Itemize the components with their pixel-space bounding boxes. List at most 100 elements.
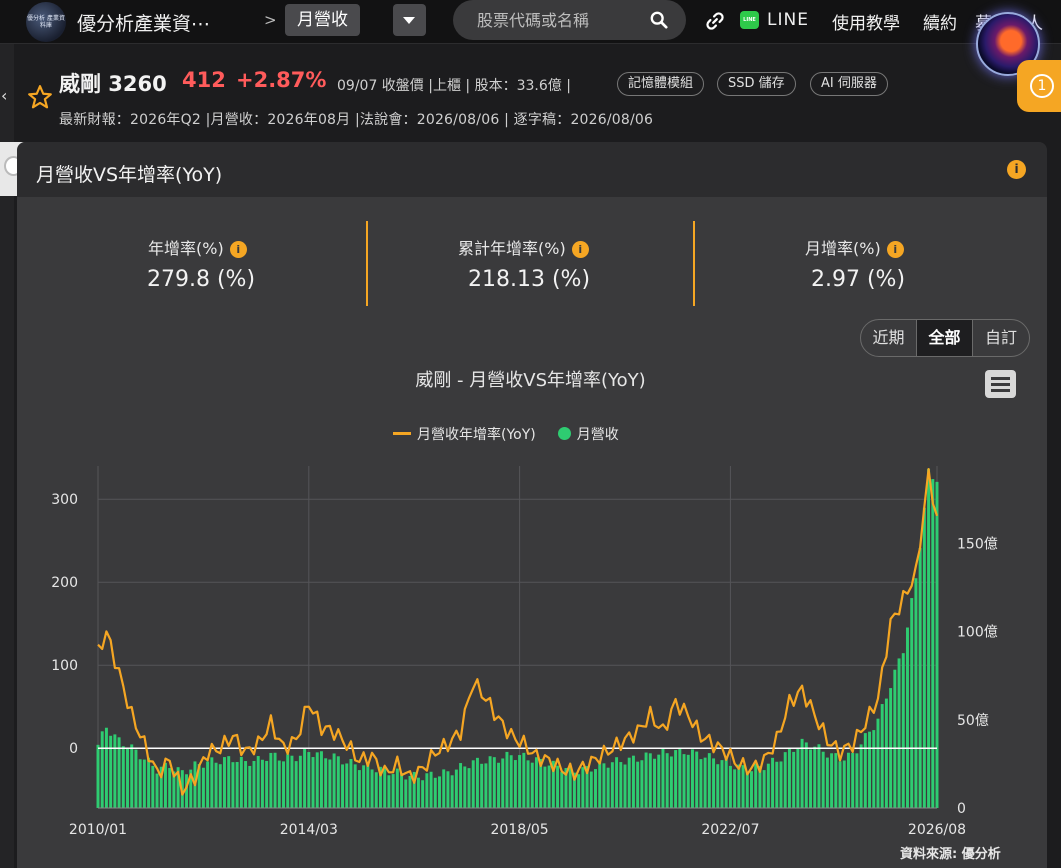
revenue-bar	[210, 757, 214, 808]
range-toggle-group: 近期 全部 自訂	[860, 319, 1030, 357]
nav-tutorial[interactable]: 使用教學	[832, 14, 900, 34]
tag-memory-module[interactable]: 記憶體模組	[617, 72, 705, 96]
revenue-bar	[615, 757, 619, 808]
revenue-bar	[214, 762, 218, 808]
revenue-bar	[859, 744, 863, 808]
revenue-bar	[227, 756, 231, 808]
y-left-tick-label: 0	[69, 741, 78, 757]
revenue-bar	[838, 761, 842, 808]
revenue-bar	[619, 762, 623, 808]
x-tick-label: 2014/03	[280, 822, 338, 838]
revenue-bar	[307, 752, 311, 808]
search-input[interactable]	[477, 8, 647, 32]
range-custom-button[interactable]: 自訂	[984, 328, 1017, 347]
line-app-icon[interactable]: LINE	[740, 11, 759, 29]
chart-title: 威剛 - 月營收VS年增率(YoY)	[415, 370, 646, 391]
revenue-bar	[353, 764, 357, 808]
info-icon[interactable]: i	[229, 241, 247, 258]
revenue-bar	[918, 547, 922, 808]
legend-yoy-label[interactable]: 月營收年增率(YoY)	[417, 427, 536, 443]
revenue-bar	[631, 755, 635, 808]
legend-line-swatch	[393, 432, 411, 435]
page-dropdown-button[interactable]	[393, 4, 426, 36]
revenue-bar	[640, 760, 644, 808]
y-right-tick-label: 50億	[957, 713, 989, 729]
search-box	[453, 0, 686, 40]
revenue-bar	[442, 769, 446, 808]
revenue-bar	[303, 748, 307, 808]
y-right-tick-label: 0	[957, 801, 966, 817]
revenue-bar	[294, 761, 298, 808]
revenue-bar	[400, 773, 404, 808]
revenue-bar	[429, 771, 433, 808]
range-all-button[interactable]: 全部	[917, 320, 973, 356]
revenue-bar	[488, 756, 492, 808]
tag-ssd-storage[interactable]: SSD 儲存	[717, 72, 796, 96]
revenue-bar	[792, 751, 796, 808]
revenue-bar	[273, 752, 277, 808]
revenue-bar	[623, 764, 627, 808]
revenue-bar	[104, 727, 108, 808]
range-recent-button[interactable]: 近期	[861, 320, 917, 356]
revenue-bar	[526, 760, 530, 808]
y-right-tick-label: 150億	[957, 537, 998, 553]
revenue-bar	[741, 765, 745, 808]
info-icon[interactable]: i	[571, 241, 589, 258]
revenue-bar	[100, 731, 104, 808]
chevron-left-icon[interactable]: ‹	[1, 86, 8, 105]
revenue-bar	[113, 734, 117, 808]
revenue-bar	[872, 730, 876, 808]
nav-line[interactable]: LINE	[767, 10, 809, 30]
revenue-bar	[686, 754, 690, 808]
revenue-bar	[821, 751, 825, 808]
site-logo[interactable]: 優分析 產業資料庫	[26, 2, 66, 42]
revenue-bar	[387, 775, 391, 808]
breadcrumb-current-page[interactable]: 月營收	[285, 4, 360, 36]
revenue-bar	[598, 761, 602, 808]
stock-name: 威剛 3260	[59, 72, 167, 96]
search-icon[interactable]	[650, 11, 668, 29]
revenue-bar	[159, 766, 163, 808]
link-icon[interactable]	[704, 10, 726, 32]
revenue-bar	[256, 756, 260, 808]
revenue-bar	[126, 748, 129, 808]
revenue-bar	[336, 756, 340, 808]
revenue-bar	[163, 762, 167, 808]
revenue-bar	[404, 779, 408, 808]
legend-revenue-label[interactable]: 月營收	[576, 427, 619, 443]
x-tick-label: 2018/05	[491, 822, 549, 838]
revenue-bar	[239, 756, 243, 808]
revenue-bar	[813, 746, 817, 808]
favorite-star-icon[interactable]	[27, 84, 53, 110]
report-info-line: 最新財報：2026年Q2 |月營收：2026年08月 |法說會：2026/08/…	[59, 112, 654, 128]
revenue-bar	[218, 764, 222, 808]
revenue-bar	[117, 737, 121, 808]
chart-menu-icon[interactable]	[985, 370, 1016, 398]
tag-ai-server[interactable]: AI 伺服器	[810, 72, 888, 96]
stat-cumulative-yoy-label-text: 累計年增率(%)	[458, 239, 566, 258]
panel-info-icon[interactable]: i	[1007, 160, 1026, 179]
revenue-bar	[927, 468, 931, 808]
revenue-bar	[669, 756, 673, 808]
revenue-bar	[492, 757, 496, 808]
stock-meta: 09/07 收盤價 |上櫃 | 股本：33.6億 |	[337, 78, 571, 94]
revenue-bar	[682, 754, 686, 808]
revenue-bar	[121, 746, 125, 808]
revenue-bar	[661, 748, 665, 808]
info-icon[interactable]: i	[886, 241, 904, 258]
revenue-bar	[868, 731, 872, 808]
nav-renew[interactable]: 續約	[923, 14, 957, 34]
revenue-bar	[674, 750, 678, 808]
revenue-bar	[109, 735, 113, 808]
revenue-bar	[345, 763, 349, 808]
site-name[interactable]: 優分析產業資⋯	[77, 13, 211, 35]
revenue-bar	[223, 757, 226, 808]
side-collapse-strip[interactable]	[0, 44, 14, 868]
revenue-bar	[425, 773, 429, 808]
revenue-bar	[897, 658, 901, 808]
revenue-bar	[96, 744, 100, 808]
revenue-bar	[636, 761, 640, 808]
stat-mom-value: 2.97 (%)	[811, 267, 906, 292]
revenue-bar	[231, 762, 235, 808]
